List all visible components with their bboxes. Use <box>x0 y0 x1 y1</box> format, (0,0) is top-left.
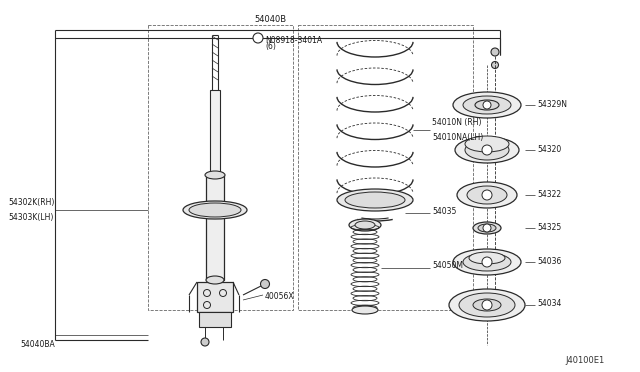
Text: 54034: 54034 <box>537 299 561 308</box>
Ellipse shape <box>459 293 515 317</box>
Circle shape <box>482 300 492 310</box>
Bar <box>197 282 233 312</box>
Text: 54325: 54325 <box>537 222 561 231</box>
Ellipse shape <box>467 186 507 204</box>
Text: 54329N: 54329N <box>537 99 567 109</box>
Ellipse shape <box>449 289 525 321</box>
Ellipse shape <box>455 137 519 163</box>
Text: 54010NA(LH): 54010NA(LH) <box>432 133 483 142</box>
Ellipse shape <box>355 221 375 229</box>
Text: (6): (6) <box>265 42 276 51</box>
Ellipse shape <box>475 100 499 110</box>
Bar <box>199 312 231 327</box>
Ellipse shape <box>465 136 509 152</box>
Text: 54303K(LH): 54303K(LH) <box>8 213 53 222</box>
Ellipse shape <box>453 92 521 118</box>
Circle shape <box>491 48 499 56</box>
Bar <box>298 25 473 310</box>
Circle shape <box>482 145 492 155</box>
Ellipse shape <box>352 306 378 314</box>
Text: 54050M: 54050M <box>432 262 463 270</box>
Bar <box>206 175 224 280</box>
Ellipse shape <box>473 222 501 234</box>
Ellipse shape <box>463 253 511 271</box>
Bar <box>148 25 293 310</box>
Ellipse shape <box>473 299 501 311</box>
Text: 54036: 54036 <box>537 257 561 266</box>
Circle shape <box>483 101 491 109</box>
Circle shape <box>482 257 492 267</box>
Bar <box>482 185 492 193</box>
Ellipse shape <box>453 249 521 275</box>
Text: 54320: 54320 <box>537 144 561 154</box>
Ellipse shape <box>478 224 496 232</box>
Ellipse shape <box>469 252 505 264</box>
Ellipse shape <box>345 192 405 208</box>
Ellipse shape <box>183 201 247 219</box>
Text: 54040B: 54040B <box>254 15 286 24</box>
Ellipse shape <box>189 203 241 217</box>
Ellipse shape <box>206 276 224 284</box>
Text: J40100E1: J40100E1 <box>565 356 604 365</box>
Text: 54010N (RH): 54010N (RH) <box>432 118 481 127</box>
Text: N08918-3401A: N08918-3401A <box>265 36 322 45</box>
Circle shape <box>482 190 492 200</box>
Text: 54040BA: 54040BA <box>20 340 55 349</box>
Bar <box>210 90 220 175</box>
Ellipse shape <box>337 189 413 211</box>
Circle shape <box>253 33 263 43</box>
Text: 54035: 54035 <box>432 206 456 215</box>
Ellipse shape <box>349 219 381 231</box>
Ellipse shape <box>205 171 225 179</box>
Text: 54302K(RH): 54302K(RH) <box>8 198 54 207</box>
Circle shape <box>260 279 269 289</box>
Text: 40056X: 40056X <box>265 292 294 301</box>
Ellipse shape <box>457 182 517 208</box>
Ellipse shape <box>465 140 509 160</box>
Circle shape <box>492 61 499 68</box>
Circle shape <box>201 338 209 346</box>
Text: 54322: 54322 <box>537 189 561 199</box>
Ellipse shape <box>463 96 511 114</box>
Circle shape <box>483 224 491 232</box>
